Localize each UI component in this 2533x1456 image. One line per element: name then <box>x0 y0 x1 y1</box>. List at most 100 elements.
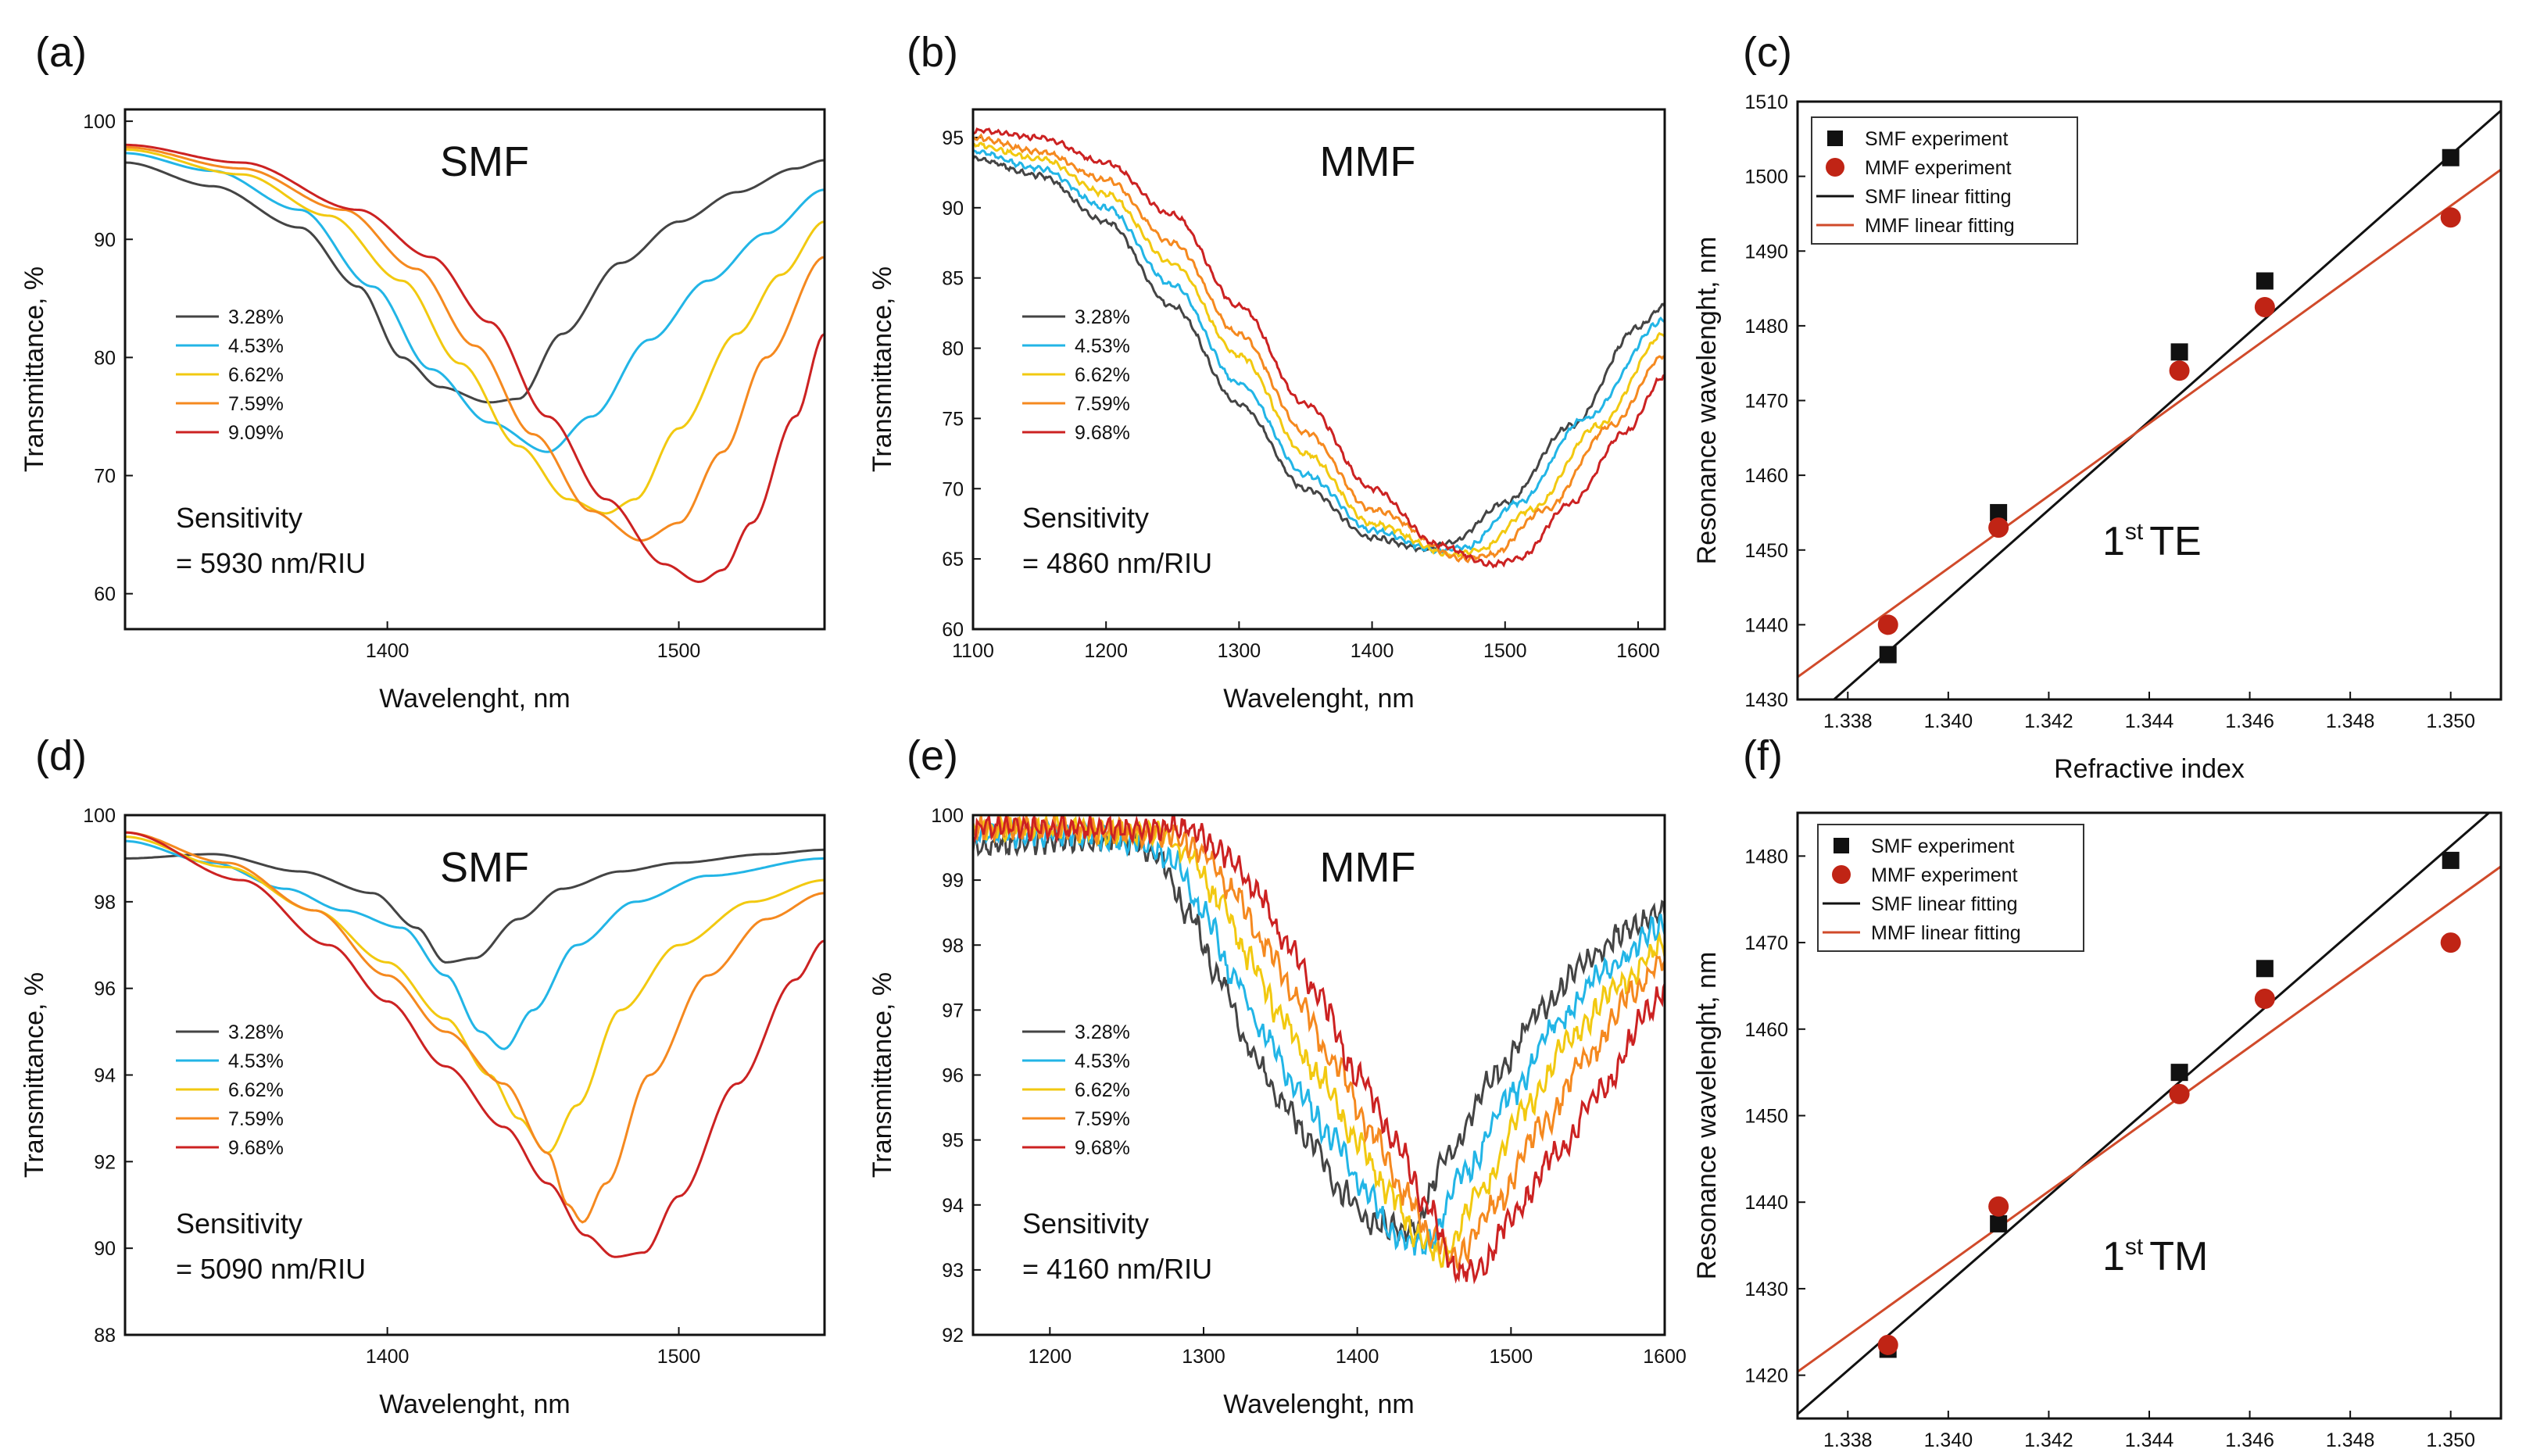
smf-point <box>2442 851 2460 869</box>
material-label: MMF <box>1320 138 1416 185</box>
x-axis-title: Refractive index <box>2054 754 2245 784</box>
x-tick-label: 1500 <box>1483 640 1527 662</box>
x-tick-label: 1.344 <box>2125 1429 2174 1451</box>
panel-c: 1.338 1.340 1.342 1.344 1.346 1.348 1.350 1430 1… <box>1692 29 2503 784</box>
legend-label: 4.53% <box>1075 335 1130 357</box>
mmf-point <box>2440 932 2461 953</box>
legend: SMF experiment MMF experiment SMF linear f… <box>1811 116 2078 245</box>
plot-frame <box>123 108 826 631</box>
y-tick-label: 1500 <box>1744 166 1788 188</box>
panel-a: 1400 1500 60 70 80 90 100 Wavelenght, nm Transmi… <box>20 29 826 714</box>
mmf-fit-line <box>1798 865 2501 1373</box>
y-tick-label: 1470 <box>1744 391 1788 413</box>
plot-frame <box>971 814 1666 1336</box>
series-line-7.59% <box>973 133 1665 563</box>
legend-swatch <box>1827 131 1843 146</box>
y-tick-label: 1450 <box>1744 540 1788 562</box>
legend-label: 6.62% <box>1075 1079 1130 1101</box>
smf-point <box>1990 503 2008 521</box>
x-tick-label: 1200 <box>1084 640 1128 662</box>
mode-number: 1 <box>2102 1234 2125 1279</box>
y-tick-label: 1480 <box>1744 316 1788 338</box>
mmf-fit-line <box>1798 168 2501 678</box>
sensitivity-label: Sensitivity <box>1022 502 1149 534</box>
y-tick-label: 60 <box>942 619 964 641</box>
y-tick-label: 70 <box>942 478 964 500</box>
legend-label: 6.62% <box>228 364 284 386</box>
smf-point <box>2256 960 2274 978</box>
sensitivity-value: = 4860 nm/RIU <box>1022 547 1212 579</box>
y-tick-label: 1450 <box>1744 1106 1788 1128</box>
legend-label: SMF experiment <box>1865 128 2008 150</box>
series-line-6.62% <box>125 835 825 1154</box>
series-line-4.53% <box>125 152 825 453</box>
series-line-9.68% <box>125 831 825 1258</box>
legend: 3.28% 4.53% 6.62% 7.59% 9.68% <box>176 1021 284 1159</box>
y-tick-label: 100 <box>83 805 116 827</box>
y-tick-label: 100 <box>931 805 964 827</box>
y-tick-label: 92 <box>942 1325 964 1347</box>
y-axis-title: Resonance wavelenght, nm <box>1692 237 1722 565</box>
mode-number: 1 <box>2102 519 2125 564</box>
series-line-6.62% <box>973 141 1665 558</box>
legend-swatch <box>1826 158 1844 177</box>
legend-label: 3.28% <box>228 1021 284 1043</box>
y-axis-title: Transmittance, % <box>20 972 49 1178</box>
x-tick-label: 1.340 <box>1924 710 1973 732</box>
smf-point <box>1990 1215 2008 1232</box>
legend-label: 9.09% <box>228 422 284 444</box>
panel-label: (a) <box>35 29 87 76</box>
panel-b: 1100 1200 1300 1400 1500 1600 60 65 70 75 80 85 90 95… <box>868 29 1666 714</box>
legend-label: 6.62% <box>228 1079 284 1101</box>
y-axis-title: Transmittance, % <box>20 267 49 472</box>
y-tick-label: 95 <box>942 127 964 149</box>
legend: SMF experiment MMF experiment SMF linear f… <box>1817 824 2084 952</box>
x-tick-label: 1400 <box>1336 1346 1379 1368</box>
plot-frame <box>1796 100 2503 701</box>
series-line-7.59% <box>125 831 825 1224</box>
y-tick-label: 94 <box>942 1195 964 1217</box>
x-tick-label: 1.348 <box>2326 1429 2375 1451</box>
legend: 3.28% 4.53% 6.62% 7.59% 9.68% <box>1022 1021 1130 1159</box>
x-tick-label: 1.342 <box>2024 710 2073 732</box>
mode-type: TM <box>2149 1234 2208 1279</box>
y-tick-label: 96 <box>94 978 116 1000</box>
y-tick-label: 1430 <box>1744 689 1788 711</box>
legend-label: SMF experiment <box>1871 835 2014 857</box>
y-tick-label: 98 <box>94 892 116 914</box>
mmf-point <box>1988 1196 2009 1217</box>
sensitivity-label: Sensitivity <box>1022 1207 1149 1240</box>
panel-label: (f) <box>1743 732 1783 779</box>
series-line-6.62% <box>125 148 825 515</box>
panel-d: 1400 1500 88 90 92 94 96 98 100 Wavelenght, nm Tra… <box>20 732 826 1419</box>
legend-swatch <box>1834 838 1849 853</box>
smf-fit-line <box>1832 109 2501 699</box>
y-tick-label: 92 <box>94 1151 116 1173</box>
x-tick-label: 1.338 <box>1823 710 1873 732</box>
y-axis-title: Resonance wavelenght, nm <box>1692 952 1722 1280</box>
x-tick-label: 1600 <box>1643 1346 1687 1368</box>
y-tick-label: 80 <box>94 347 116 369</box>
mmf-point <box>2254 296 2275 317</box>
x-axis-title: Wavelenght, nm <box>379 684 570 714</box>
plot-area <box>125 143 825 584</box>
sensitivity-value: = 4160 nm/RIU <box>1022 1253 1212 1285</box>
y-tick-label: 96 <box>942 1065 964 1087</box>
y-tick-label: 80 <box>942 338 964 360</box>
material-label: MMF <box>1320 844 1416 891</box>
y-tick-label: 1420 <box>1744 1365 1788 1387</box>
x-tick-label: 1200 <box>1029 1346 1072 1368</box>
plot-frame <box>123 814 826 1336</box>
y-tick-label: 85 <box>942 268 964 290</box>
y-tick-label: 97 <box>942 1000 964 1021</box>
panel-f: 1.338 1.340 1.342 1.344 1.346 1.348 1.350 1420 1… <box>1692 732 2503 1451</box>
legend-label: MMF linear fitting <box>1865 215 2015 237</box>
series-line-9.68% <box>973 815 1665 1285</box>
legend-label: SMF linear fitting <box>1865 186 2012 208</box>
x-axis-title: Wavelenght, nm <box>1223 684 1414 714</box>
legend-label: 4.53% <box>228 335 284 357</box>
panel-label: (c) <box>1743 29 1792 76</box>
plot-area <box>1798 813 2501 1415</box>
y-tick-label: 93 <box>942 1260 964 1282</box>
